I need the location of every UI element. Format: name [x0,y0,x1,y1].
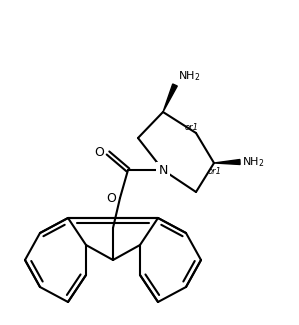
Text: O: O [106,191,116,204]
Polygon shape [163,84,177,112]
Text: NH$_2$: NH$_2$ [178,69,201,83]
Text: or1: or1 [208,167,222,176]
Polygon shape [214,160,240,164]
Text: O: O [94,147,104,160]
Text: NH$_2$: NH$_2$ [242,155,265,169]
Text: N: N [158,163,168,176]
Text: or1: or1 [185,123,199,132]
